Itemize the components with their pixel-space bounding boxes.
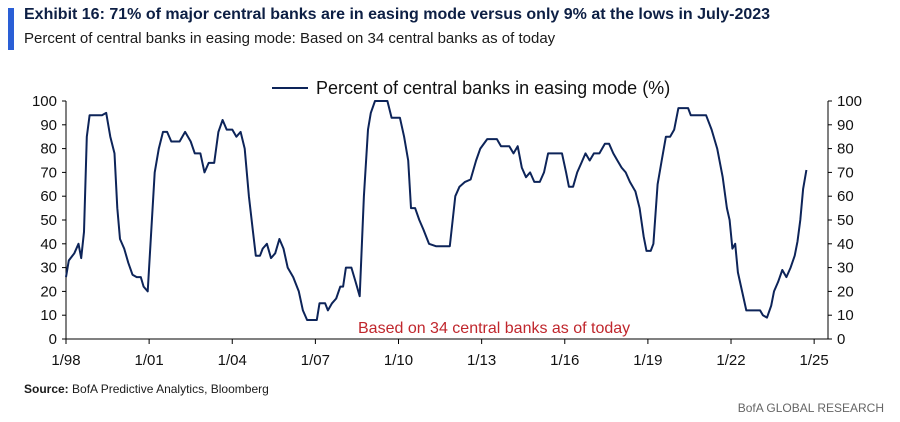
y-tick-label-right: 70 [837,164,854,181]
y-tick-label-right: 10 [837,307,854,324]
series-line-easing-mode [65,100,808,321]
y-tick-label-right: 0 [837,331,845,348]
legend: Percent of central banks in easing mode … [272,78,670,98]
x-tick-label: 1/98 [51,352,80,369]
y-tick-label-right: 80 [837,141,854,158]
y-tick-label-left: 40 [40,236,57,253]
brand-footer: BofA GLOBAL RESEARCH [737,401,884,415]
chart-subtitle: Percent of central banks in easing mode:… [24,30,556,47]
axes-group: 0 0 10 10 20 20 30 30 40 40 50 50 60 60 70 70 80 80 90 90 10… [32,93,862,369]
source-label: Source: [24,382,69,396]
y-tick-label-right: 30 [837,260,854,277]
y-tick-label-right: 40 [837,236,854,253]
y-tick-label-left: 50 [40,212,57,229]
y-tick-label-left: 60 [40,188,57,205]
accent-bar [8,8,14,50]
x-tick-label: 1/10 [384,352,413,369]
legend-label: Percent of central banks in easing mode … [316,78,670,98]
x-tick-label: 1/16 [550,352,579,369]
y-tick-label-left: 100 [32,93,57,110]
source-text: BofA Predictive Analytics, Bloomberg [68,382,269,396]
x-tick-label: 1/01 [135,352,164,369]
x-tick-label: 1/07 [301,352,330,369]
y-tick-label-right: 60 [837,188,854,205]
y-tick-label-left: 80 [40,141,57,158]
y-tick-label-right: 20 [837,283,854,300]
y-tick-label-right: 50 [837,212,854,229]
x-tick-label: 1/22 [716,352,745,369]
x-tick-label: 1/25 [800,352,829,369]
x-tick-label: 1/04 [218,352,247,369]
y-tick-label-left: 0 [49,331,57,348]
chart-title: Exhibit 16: 71% of major central banks a… [24,6,771,23]
y-tick-label-right: 90 [837,117,854,134]
y-tick-label-left: 30 [40,260,57,277]
y-tick-label-right: 100 [837,93,862,110]
source-note: Source: BofA Predictive Analytics, Bloom… [24,382,269,396]
plot-group [65,100,808,321]
y-tick-label-left: 70 [40,164,57,181]
y-tick-label-left: 20 [40,283,57,300]
annotation-group: Based on 34 central banks as of today [358,320,630,337]
x-tick-label: 1/19 [633,352,662,369]
x-tick-label: 1/13 [467,352,496,369]
y-tick-label-left: 90 [40,117,57,134]
chart-annotation: Based on 34 central banks as of today [358,320,630,337]
y-tick-label-left: 10 [40,307,57,324]
